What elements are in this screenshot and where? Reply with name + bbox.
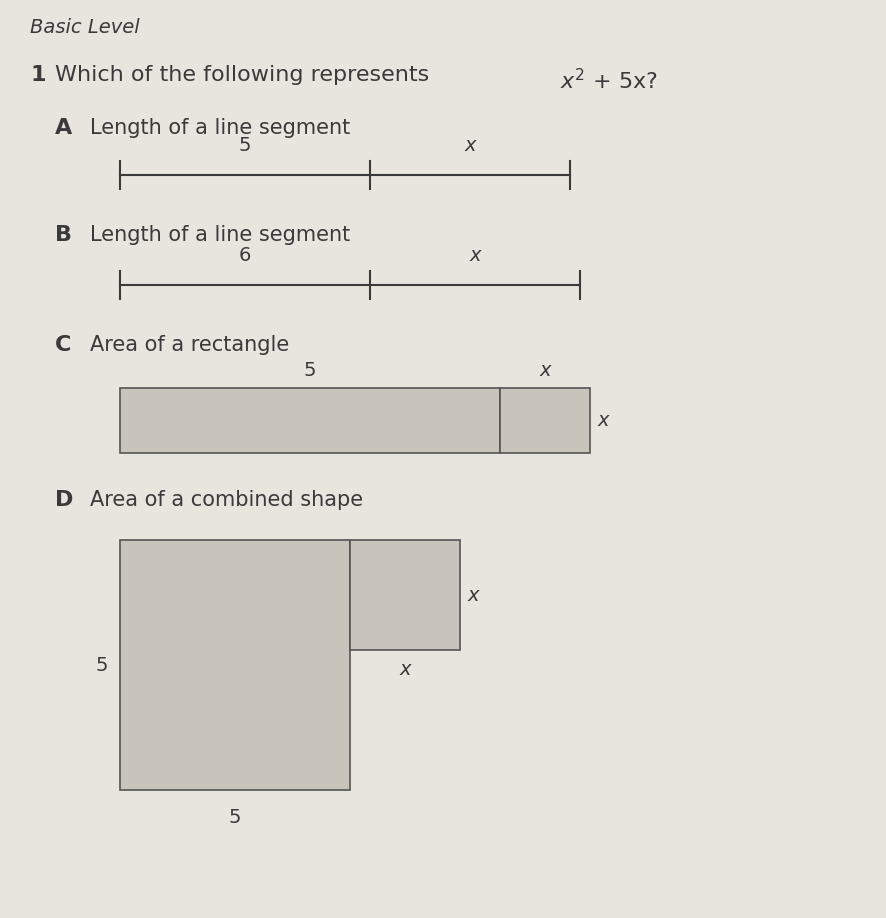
Text: A: A — [55, 118, 73, 138]
Text: 6: 6 — [239, 246, 252, 265]
Text: 5: 5 — [238, 136, 252, 155]
Text: x: x — [400, 660, 411, 679]
Text: $x^2$ + 5x?: $x^2$ + 5x? — [560, 68, 657, 94]
Text: x: x — [540, 361, 551, 380]
Bar — [350, 540, 460, 650]
Text: C: C — [55, 335, 72, 355]
Bar — [120, 388, 500, 453]
Text: D: D — [55, 490, 74, 510]
Text: Length of a line segment: Length of a line segment — [90, 225, 350, 245]
Bar — [500, 388, 590, 453]
Bar — [120, 540, 350, 790]
Text: Which of the following represents: Which of the following represents — [55, 65, 437, 85]
Text: Basic Level: Basic Level — [30, 18, 140, 37]
Text: Length of a line segment: Length of a line segment — [90, 118, 350, 138]
Text: Area of a combined shape: Area of a combined shape — [90, 490, 363, 510]
Text: 5: 5 — [96, 655, 108, 675]
Text: x: x — [468, 586, 479, 604]
Text: 1: 1 — [30, 65, 45, 85]
Text: Area of a rectangle: Area of a rectangle — [90, 335, 289, 355]
Text: 5: 5 — [229, 808, 241, 827]
Text: x: x — [598, 411, 610, 430]
Text: 5: 5 — [304, 361, 316, 380]
Text: x: x — [470, 246, 481, 265]
Text: B: B — [55, 225, 72, 245]
Text: x: x — [464, 136, 476, 155]
